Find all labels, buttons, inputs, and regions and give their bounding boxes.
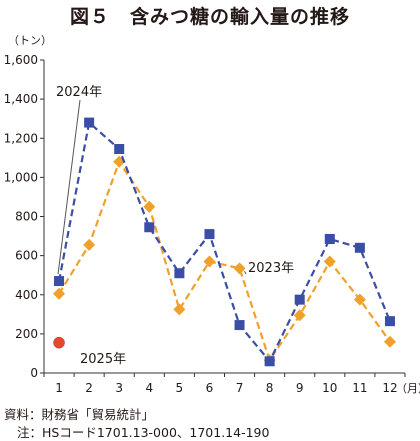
y-tick-label: 200: [15, 327, 38, 341]
x-tick-label: 11: [352, 381, 367, 395]
data-point-square: [84, 117, 95, 128]
x-tick-label: 4: [145, 381, 153, 395]
x-tick-label: 12: [382, 381, 397, 395]
x-tick-label: 2: [85, 381, 93, 395]
data-point-square: [384, 316, 395, 327]
data-point-diamond: [323, 255, 336, 268]
data-point-diamond: [383, 335, 396, 348]
data-point-diamond: [173, 303, 186, 316]
x-tick-label: 7: [236, 381, 244, 395]
series-line-2023年: [58, 159, 391, 363]
data-point-square: [324, 233, 335, 244]
y-tick-label: 1,600: [4, 53, 38, 67]
x-axis-unit: （月）: [396, 382, 420, 395]
data-point-square: [114, 144, 125, 155]
series-label-2024: 2024年: [56, 85, 102, 100]
data-point-diamond: [233, 262, 246, 275]
x-tick-label: 9: [296, 381, 304, 395]
y-axis-unit: （トン）: [8, 34, 52, 47]
x-tick-label: 3: [115, 381, 123, 395]
data-point-diamond: [203, 255, 216, 268]
data-point-diamond: [83, 238, 96, 251]
y-tick-label: 1,000: [4, 170, 38, 184]
y-tick-label: 600: [15, 249, 38, 263]
data-point-square: [354, 242, 365, 253]
data-point-diamond: [143, 200, 156, 213]
data-point-square: [234, 320, 245, 331]
series-line-2024年: [57, 120, 391, 364]
data-point-diamond: [53, 287, 66, 300]
y-tick-label: 400: [15, 288, 38, 302]
footnote: 注：HSコード1701.13-000、1701.14-190: [17, 425, 270, 440]
data-point-square: [264, 356, 275, 367]
source-note: 資料：財務省「貿易統計」: [4, 407, 155, 422]
data-point-diamond: [353, 293, 366, 306]
x-tick-label: 8: [266, 381, 274, 395]
data-point-square: [174, 268, 185, 279]
chart-title: 図５ 含みつ糖の輸入量の推移: [69, 6, 350, 28]
series-label-2025: 2025年: [80, 352, 126, 367]
data-point-square: [294, 294, 305, 305]
label-leader-2023: [244, 271, 247, 275]
data-point-square: [204, 229, 215, 240]
x-tick-label: 5: [176, 381, 184, 395]
y-tick-label: 1,400: [4, 92, 38, 106]
label-leader-2024: [57, 99, 81, 275]
data-point-square: [144, 222, 155, 233]
y-tick-label: 0: [30, 366, 38, 380]
data-point-circle: [53, 336, 65, 349]
data-point-diamond: [293, 309, 306, 322]
x-tick-label: 1: [55, 381, 63, 395]
y-tick-label: 1,200: [4, 131, 38, 145]
x-tick-label: 6: [206, 381, 214, 395]
x-tick-label: 10: [322, 381, 337, 395]
series-label-2023: 2023年: [248, 261, 294, 276]
y-tick-label: 800: [15, 210, 38, 224]
data-point-square: [54, 276, 65, 287]
